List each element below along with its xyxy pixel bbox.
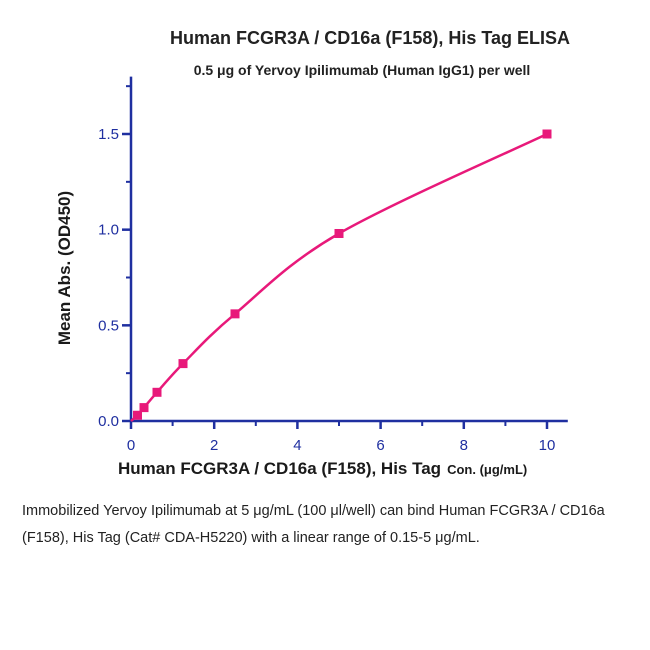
- data-point: [230, 309, 240, 319]
- data-point: [132, 410, 142, 420]
- data-point: [178, 359, 188, 369]
- chart-subtitle: 0.5 μg of Yervoy Ipilimumab (Human IgG1)…: [194, 62, 531, 78]
- axes: [129, 76, 568, 423]
- x-tick-label: 10: [539, 437, 556, 454]
- y-tick-label: 0.5: [98, 317, 119, 334]
- y-axis-ticks: 0.0 0.5 1.0 1.5: [98, 85, 131, 430]
- data-point: [139, 403, 149, 413]
- x-tick-label: 0: [127, 437, 135, 454]
- x-axis-label: Human FCGR3A / CD16a (F158), His Tag Con.…: [118, 459, 527, 478]
- x-axis-ticks: 0 2 4 6 8 10: [127, 421, 556, 454]
- x-axis-label-main: Human FCGR3A / CD16a (F158), His Tag: [118, 459, 441, 478]
- data-points: [132, 129, 552, 420]
- y-tick-label: 0.0: [98, 413, 119, 430]
- data-point: [542, 129, 552, 139]
- x-tick-label: 6: [376, 437, 384, 454]
- fit-line: [130, 132, 548, 422]
- x-tick-label: 2: [210, 437, 218, 454]
- x-tick-label: 8: [460, 437, 468, 454]
- fit-curve: [130, 132, 548, 422]
- elisa-chart: Human FCGR3A / CD16a (F158), His Tag ELI…: [55, 28, 570, 478]
- figure-caption: Immobilized Yervoy Ipilimumab at 5 μg/mL…: [22, 503, 605, 546]
- y-axis-label: Mean Abs. (OD450): [55, 191, 74, 345]
- y-tick-label: 1.0: [98, 222, 119, 239]
- data-point: [334, 228, 344, 238]
- data-point: [152, 387, 162, 397]
- x-tick-label: 4: [293, 437, 301, 454]
- x-axis-label-unit: Con. (μg/mL): [447, 462, 527, 477]
- y-tick-label: 1.5: [98, 126, 119, 143]
- chart-title: Human FCGR3A / CD16a (F158), His Tag ELI…: [170, 28, 570, 48]
